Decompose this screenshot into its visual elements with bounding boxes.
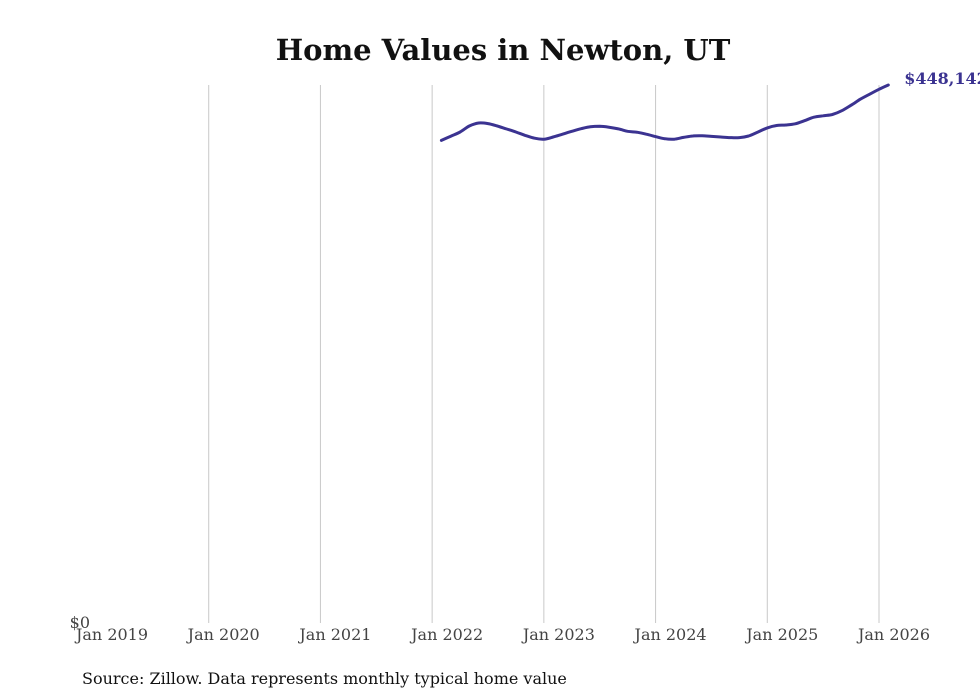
x-tick-label: Jan 2026 (856, 625, 930, 644)
latest-value-label: $448,142 (904, 69, 980, 88)
x-axis-ticks: Jan 2019 Jan 2020 Jan 2021 Jan 2022 Jan 2023… (74, 625, 930, 644)
y-tick-label: $0 (70, 613, 90, 632)
x-tick-label: Jan 2019 (74, 625, 148, 644)
gridlines (208, 85, 880, 623)
y-axis-ticks: $0 (70, 613, 90, 632)
home-value-line (439, 83, 890, 142)
x-tick-label: Jan 2024 (633, 625, 707, 644)
x-tick-label: Jan 2020 (186, 625, 260, 644)
x-tick-label: Jan 2022 (409, 625, 483, 644)
x-tick-label: Jan 2021 (297, 625, 371, 644)
x-tick-label: Jan 2023 (521, 625, 595, 644)
chart-title: Home Values in Newton, UT (276, 33, 731, 67)
x-tick-label: Jan 2025 (744, 625, 818, 644)
source-note: Source: Zillow. Data represents monthly … (82, 669, 567, 688)
